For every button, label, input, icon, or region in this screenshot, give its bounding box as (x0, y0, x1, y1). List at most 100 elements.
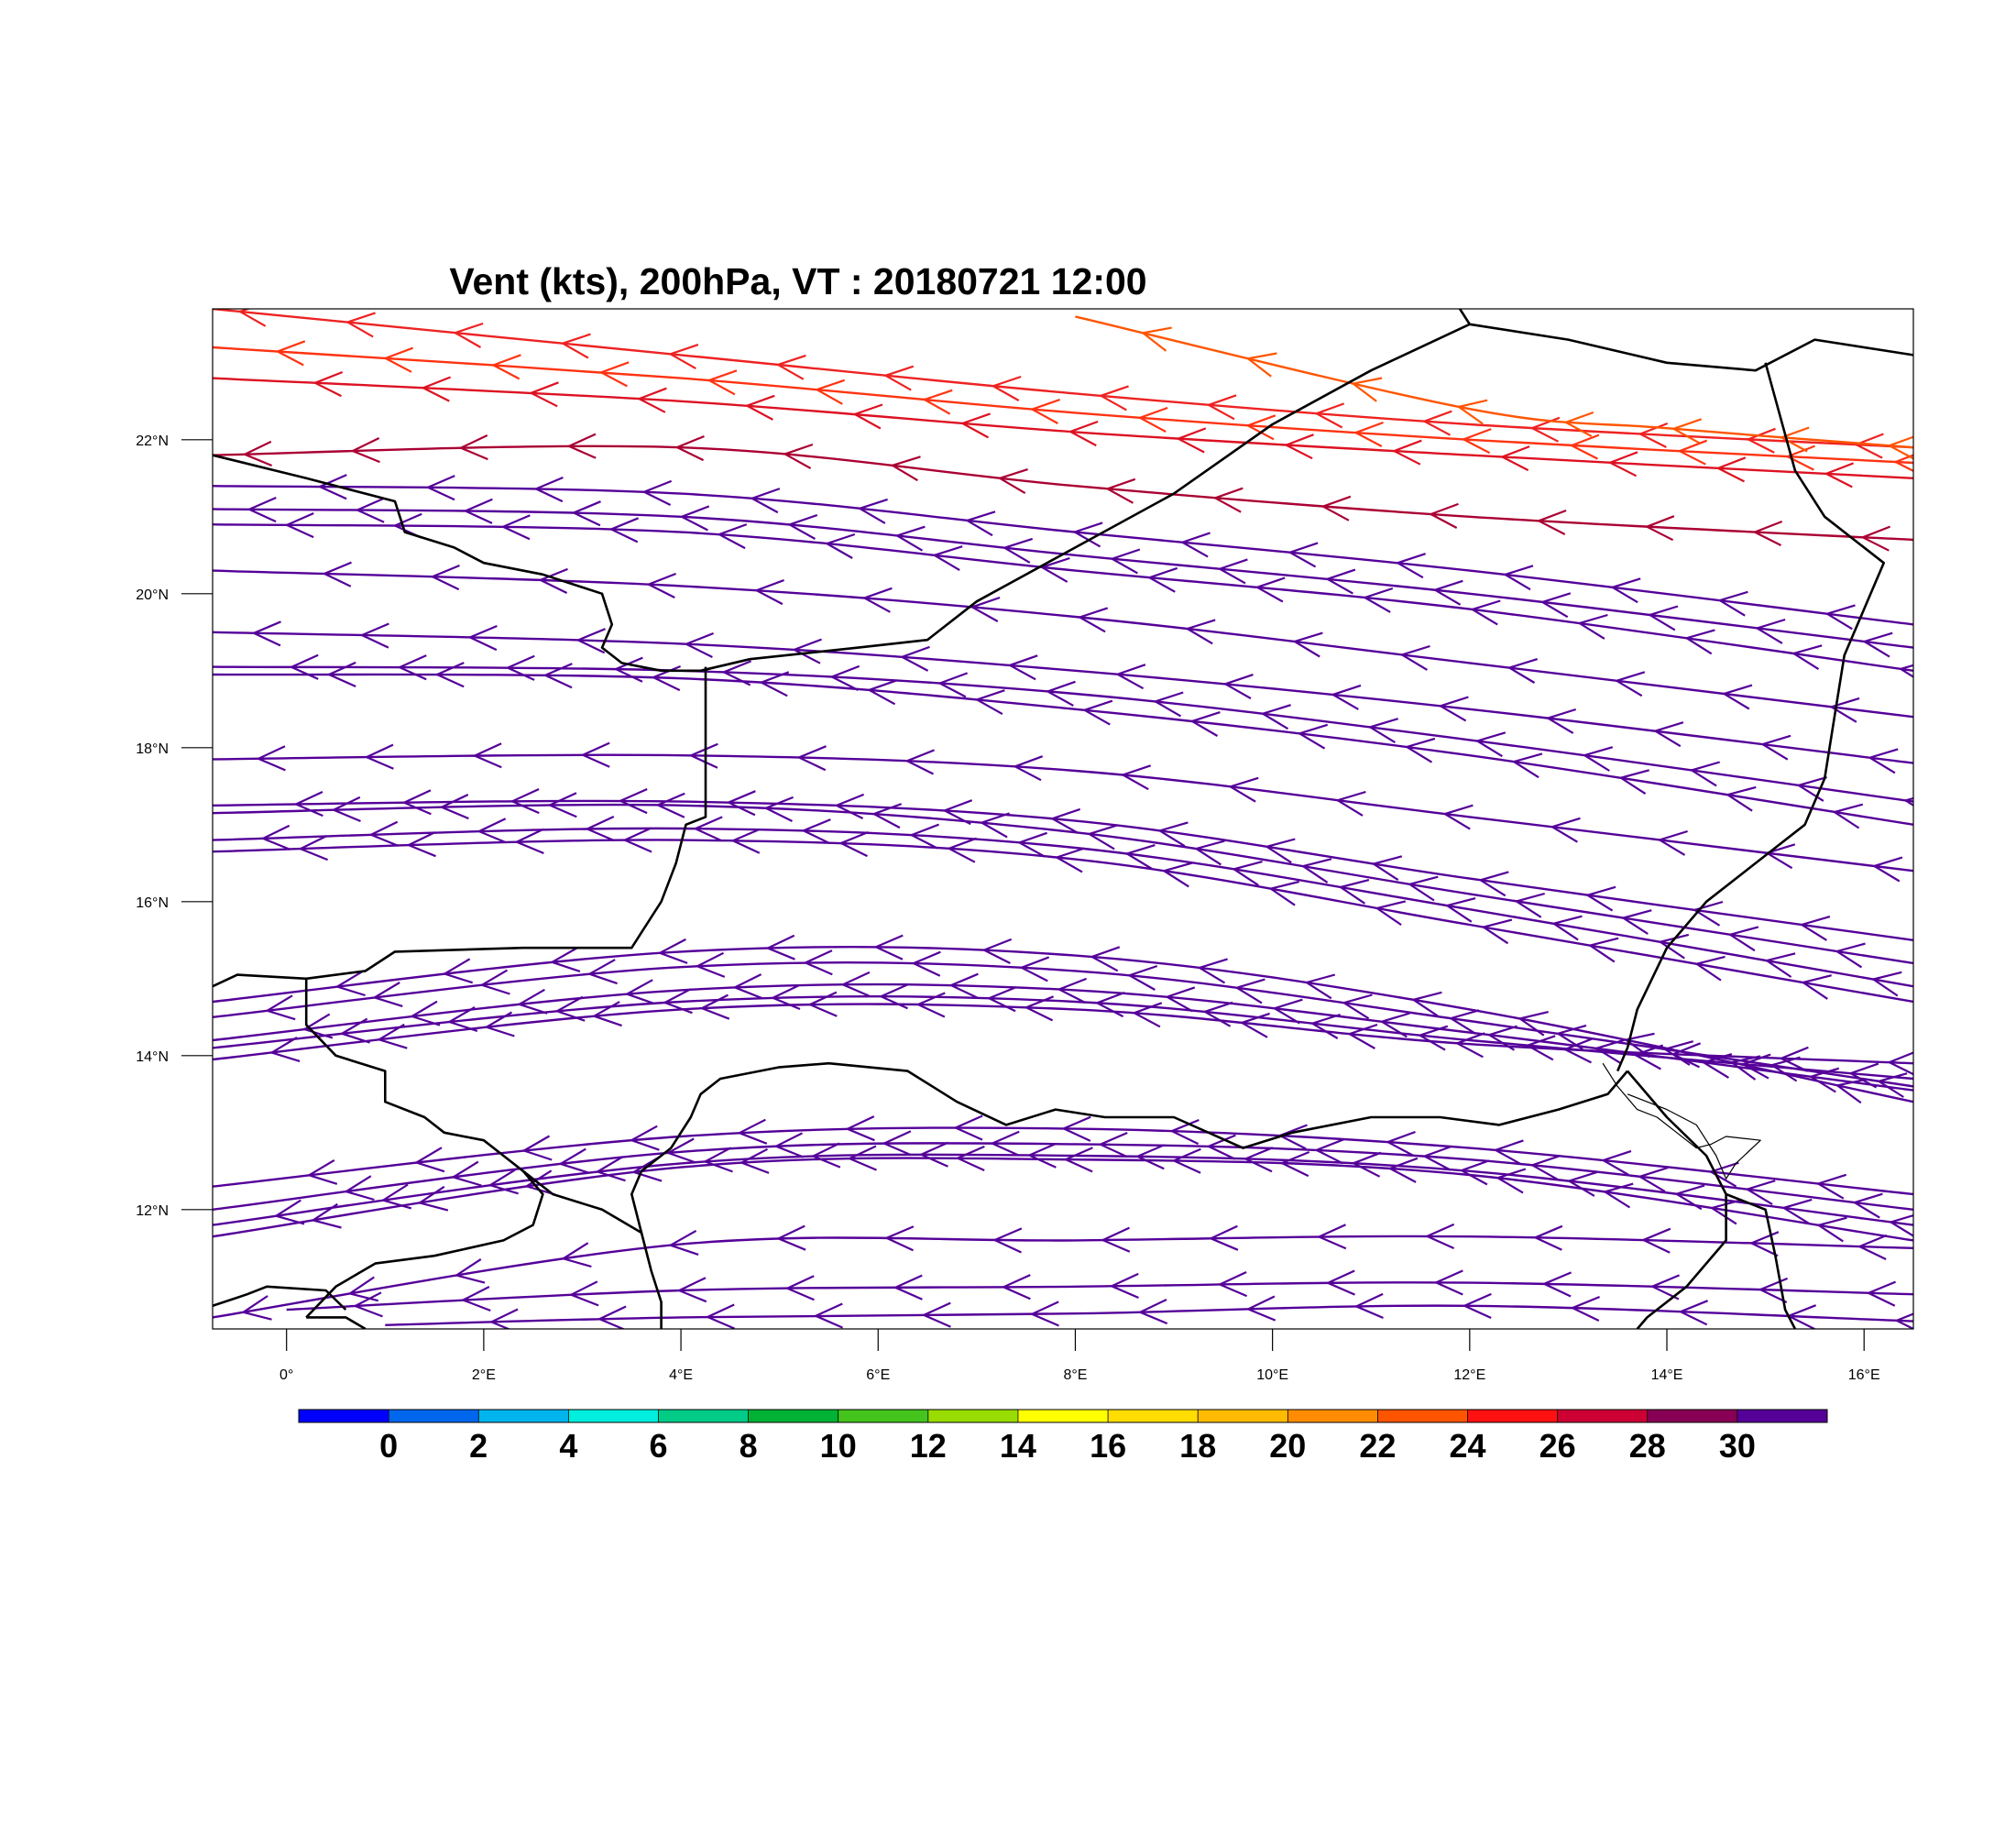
stream-arrow (1335, 790, 1366, 817)
colorbar-swatch (1377, 1410, 1468, 1422)
chart-title: Vent (kts), 200hPa, VT : 20180721 12:00 (449, 260, 1146, 302)
streamline (213, 1235, 1913, 1319)
stream-arrow (1362, 587, 1394, 613)
stream-arrow (1610, 577, 1641, 604)
stream-arrow (726, 790, 756, 817)
stream-arrow (624, 979, 655, 1005)
stream-arrow (705, 1303, 736, 1329)
stream-arrow (1016, 831, 1047, 858)
stream-arrow (1495, 1168, 1527, 1194)
stream-arrow (894, 525, 926, 552)
stream-arrow (1587, 937, 1619, 963)
stream-arrow (871, 803, 903, 829)
stream-arrow (1283, 434, 1314, 460)
stream-arrow (306, 1158, 338, 1185)
stream-arrow (1268, 880, 1299, 906)
stream-arrow (1709, 1199, 1741, 1225)
country-border (1616, 362, 1885, 1072)
stream-arrow (1124, 844, 1156, 870)
country-border (213, 1285, 347, 1311)
stream-arrow (667, 344, 699, 370)
stream-arrow (1658, 933, 1690, 960)
stream-arrow (922, 389, 953, 415)
stream-arrow (707, 369, 738, 396)
stream-arrow (801, 818, 831, 845)
colorbar-swatch (478, 1410, 569, 1422)
stream-arrow (668, 1229, 699, 1256)
stream-arrow (1404, 737, 1436, 763)
stream-arrow (1594, 1038, 1626, 1065)
stream-arrow (796, 745, 827, 772)
stream-arrow (528, 381, 559, 408)
stream-arrow (1314, 1138, 1344, 1165)
stream-arrow (284, 511, 314, 539)
x-axis: 0° 2°E 4°E 6°E 8°E 10°E 12°E 14°E 16°E (279, 1329, 1880, 1383)
stream-arrow (1847, 1062, 1879, 1089)
stream-arrow (1499, 445, 1530, 472)
stream-arrow (458, 434, 488, 461)
stream-arrow (641, 479, 673, 506)
stream-arrow (1279, 1150, 1310, 1178)
stream-arrow (1353, 1292, 1384, 1320)
stream-arrow (1272, 998, 1303, 1025)
stream-arrow (1206, 1134, 1236, 1160)
colorbar-swatch (568, 1410, 659, 1422)
stream-arrow (1748, 1231, 1780, 1257)
stream-arrow (1222, 674, 1254, 700)
stream-arrow (882, 1130, 912, 1157)
stream-arrow (1351, 1151, 1382, 1178)
stream-arrow (344, 1175, 375, 1202)
stream-arrow (1834, 942, 1866, 969)
stream-arrow (773, 1132, 805, 1158)
stream-arrow (359, 622, 389, 649)
stream-arrow (1525, 1035, 1556, 1061)
stream-arrow (1367, 718, 1399, 744)
stream-arrow (355, 497, 385, 523)
stream-arrow (1511, 752, 1543, 779)
stream-arrow (1536, 509, 1567, 535)
stream-arrow (646, 572, 676, 598)
stream-arrow (970, 596, 1001, 622)
stream-arrow (560, 333, 591, 359)
stream-arrow (372, 982, 403, 1007)
stream-arrow (990, 1130, 1020, 1157)
colorbar-label: 6 (649, 1427, 667, 1465)
x-tick-label: 2°E (472, 1367, 496, 1383)
stream-arrow (1228, 776, 1259, 803)
stream-arrow (517, 988, 548, 1015)
stream-arrow (490, 354, 521, 380)
stream-arrow (256, 745, 286, 772)
stream-arrow (959, 412, 991, 439)
stream-arrow (293, 791, 323, 818)
stream-arrow (1171, 1147, 1201, 1174)
stream-arrow (834, 793, 865, 819)
stream-arrow (409, 1000, 441, 1026)
colorbar-swatch (1198, 1410, 1288, 1422)
plot-frame (212, 308, 1914, 1330)
stream-arrow (1853, 433, 1884, 459)
stream-arrow (1640, 1227, 1671, 1254)
stream-arrow (991, 375, 1022, 401)
stream-arrow (1026, 1142, 1057, 1169)
stream-arrow (1371, 855, 1403, 882)
stream-arrow (803, 949, 833, 976)
stream-arrow (737, 1118, 768, 1145)
stream-arrow (1292, 631, 1323, 658)
stream-arrow (992, 1227, 1023, 1254)
stream-arrow (597, 1305, 627, 1329)
stream-arrow (909, 823, 939, 850)
stream-arrow (1623, 1032, 1655, 1059)
stream-arrow (937, 672, 969, 698)
stream-arrow (1054, 847, 1085, 873)
streamline (286, 1281, 1913, 1312)
stream-arrow (739, 1147, 770, 1174)
stream-arrow (1309, 1013, 1341, 1039)
stream-arrow (1153, 691, 1184, 718)
stream-arrow (1176, 427, 1207, 454)
y-tick-label: 20°N (136, 587, 169, 603)
stream-arrow (1424, 1223, 1455, 1250)
stream-arrow (1454, 1032, 1485, 1059)
stream-arrow (1657, 829, 1688, 856)
stream-arrow (814, 379, 846, 405)
stream-arrow (1255, 576, 1286, 603)
